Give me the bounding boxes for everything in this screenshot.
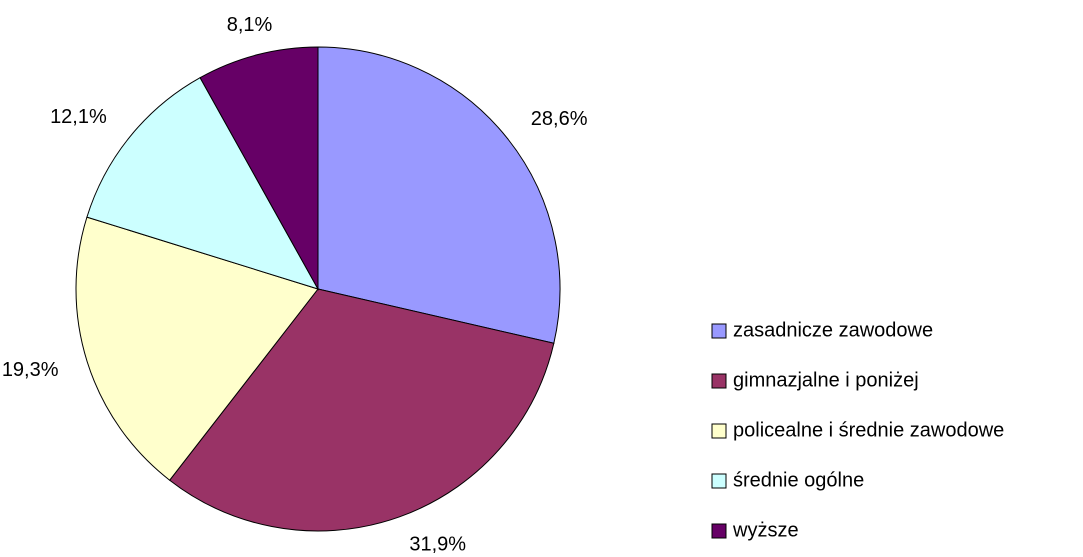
pie-slice: [168, 288, 555, 532]
legend-label: wyższe: [732, 519, 799, 541]
legend-swatch: [711, 473, 727, 489]
pie-slice: [199, 46, 319, 291]
legend-label: policealne i średnie zawodowe: [733, 419, 1004, 441]
legend-label: średnie ogólne: [733, 469, 864, 491]
legend-label: zasadnicze zawodowe: [733, 319, 933, 341]
legend-swatch: [711, 323, 727, 339]
slice-label: 31,9%: [409, 533, 466, 555]
slice-label: 19,3%: [2, 359, 59, 381]
slice-label: 12,1%: [50, 106, 107, 128]
legend-swatch: [711, 423, 727, 439]
legend-label: gimnazjalne i poniżej: [733, 369, 919, 391]
slice-label: 28,6%: [531, 108, 588, 130]
legend-swatch: [711, 523, 727, 539]
legend-swatch: [711, 373, 727, 389]
pie-slice: [317, 46, 561, 344]
slice-label: 8,1%: [227, 14, 273, 36]
pie-slice: [75, 216, 319, 481]
pie-slice: [86, 76, 320, 290]
